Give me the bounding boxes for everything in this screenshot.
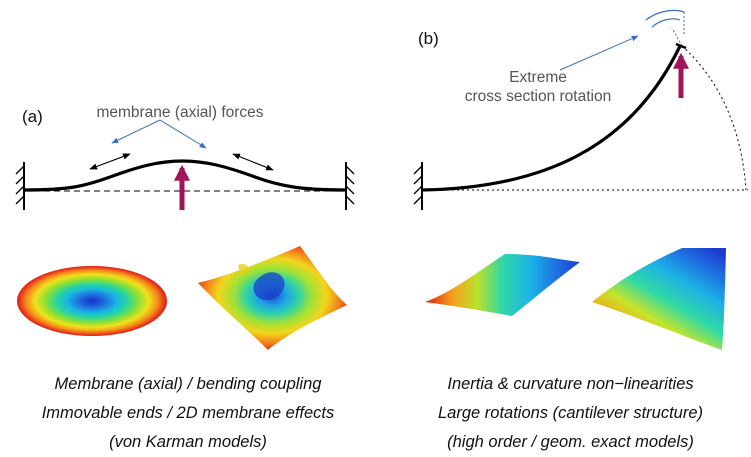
rotation-arc-outer [645,9,685,21]
tip-tangent-dashed [671,27,683,47]
tip-trajectory-arc [681,45,747,191]
left-wall-a [15,162,25,210]
caption-a-line-2: Immovable ends / 2D membrane effects [41,404,335,422]
caption-b-line-3: (high order / geom. exact models) [447,433,694,451]
cantilever-plate-mode-image-1 [425,254,580,316]
caption-a: Membrane (axial) / bending coupling Immo… [0,370,376,457]
membrane-force-arrow-right [232,153,274,171]
rotation-arc-inner [651,18,681,28]
panel-a-label: (a) [22,107,43,126]
membrane-forces-label: membrane (axial) forces [96,104,263,121]
cantilever-beam-b [421,45,682,192]
cross-section-marker [675,42,687,50]
annotation-pointer-right [159,119,207,149]
caption-b-line-1: Inertia & curvature non−linearities [447,375,694,393]
right-wall-a [345,162,355,210]
cantilever-plate-mode-image-2 [592,248,726,350]
left-wall-b [413,162,423,210]
rotation-annotation-line1: Extreme [509,69,567,86]
panel-b: (b) Extreme cross section rotation [413,9,748,350]
panel-b-label: (b) [418,29,439,48]
annotation-pointer-left [111,119,161,144]
square-plate-mode-image [198,246,347,350]
caption-b: Inertia & curvature non−linearities Larg… [390,370,751,457]
caption-a-line-1: Membrane (axial) / bending coupling [54,375,322,393]
circular-plate-mode-image [17,266,167,336]
deformed-beam-a [23,159,347,192]
membrane-force-arrow-left [89,153,131,170]
rotation-annotation-pointer [559,35,639,71]
rotation-annotation-line2: cross section rotation [465,88,611,105]
caption-b-line-2: Large rotations (cantilever structure) [437,404,704,422]
caption-a-line-3: (von Karman models) [109,433,267,451]
panel-a: (a) membrane (axial) forces [15,104,355,350]
